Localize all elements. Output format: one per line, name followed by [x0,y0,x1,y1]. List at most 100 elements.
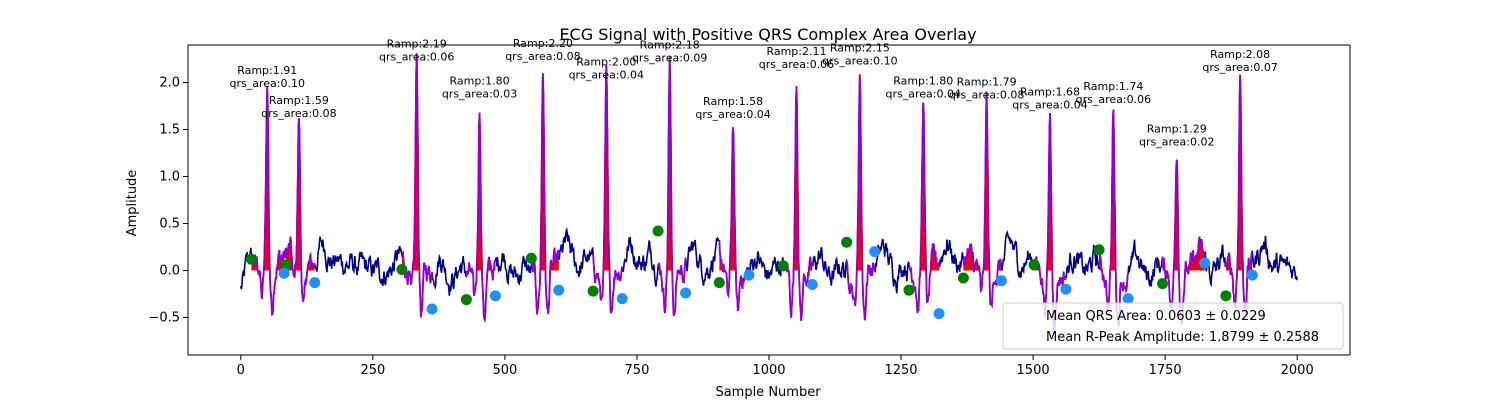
qrs-onset-marker [713,277,725,289]
qrs-area-label: qrs_area:0.06 [759,58,834,71]
x-tick-label: 1750 [1149,363,1182,378]
qrs-segment [401,53,433,318]
qrs-onset-marker [245,253,257,265]
legend-entry-rpeak-amplitude: Mean R-Peak Amplitude: 1.8799 ± 0.2588 [1046,330,1319,345]
qrs-area-label: qrs_area:0.10 [229,77,304,90]
qrs-offset-marker [309,277,321,289]
rpeak-amplitude-label: Ramp:1.91 [237,64,297,77]
x-tick-label: 2000 [1281,363,1314,378]
qrs-area-label: qrs_area:0.07 [1202,61,1277,74]
qrs-offset-marker [1122,293,1134,305]
qrs-onset-marker [1028,259,1040,271]
qrs-offset-marker [933,308,945,320]
qrs-area-fill [1034,113,1066,271]
qrs-area-label: qrs_area:0.04 [695,108,770,121]
qrs-segment [592,64,624,314]
qrs-onset-marker [1220,290,1232,302]
qrs-offset-marker [616,293,628,305]
qrs-offset-marker [1060,283,1072,295]
x-tick-label: 0 [237,363,245,378]
qrs-segment [1225,74,1253,315]
y-tick-label: 0.0 [159,263,180,278]
qrs-area-fill [401,53,433,271]
qrs-area-label: qrs_area:0.04 [885,87,960,100]
y-tick-label: 1.0 [159,170,180,185]
qrs-area-label: qrs_area:0.04 [1012,99,1087,112]
qrs-area-fill [1099,109,1129,271]
qrs-offset-marker [553,284,565,296]
qrs-segment [284,118,316,302]
qrs-area-label: qrs_area:0.08 [261,107,336,120]
qrs-offset-marker [743,269,755,281]
qrs-onset-marker [903,284,915,296]
qrs-segment [1161,159,1206,325]
qrs-offset-marker [489,290,501,302]
qrs-area-fill [963,91,1002,271]
qrs-area-label: qrs_area:0.08 [505,50,580,63]
legend: Mean QRS Area: 0.0603 ± 0.0229 Mean R-Pe… [1002,302,1344,350]
rpeak-amplitude-label: Ramp:1.68 [1020,86,1080,99]
axes-layer: 0 250 500 750 1000 1250 1500 1750 2000 −0.5 0.0 0.5… [148,44,1351,378]
chart-title: ECG Signal with Positive QRS Complex Are… [559,25,976,44]
qrs-onset-marker [1093,244,1105,256]
rpeak-amplitude-label: Ramp:1.79 [957,75,1017,88]
qrs-segment [962,91,1003,309]
rpeak-amplitude-label: Ramp:1.74 [1083,80,1143,93]
rpeak-amplitude-label: Ramp:1.80 [893,74,953,87]
legend-box [1002,302,1344,350]
rpeak-amplitude-label: Ramp:2.11 [766,45,826,58]
qrs-onset-marker [841,236,853,248]
qrs-offset-marker [426,303,438,315]
qrs-area-label: qrs_area:0.03 [442,87,517,100]
qrs-offset-marker [278,267,290,279]
x-tick-label: 1250 [884,363,917,378]
qrs-onset-marker [525,252,537,264]
legend-entry-qrs-area: Mean QRS Area: 0.0603 ± 0.0229 [1046,309,1266,324]
qrs-area-label: qrs_area:0.06 [1076,93,1151,106]
y-tick-label: 1.5 [159,123,180,138]
qrs-offset-marker [869,246,881,258]
qrs-onset-marker [280,259,292,271]
qrs-area-label: qrs_area:0.02 [1139,135,1214,148]
rpeak-amplitude-label: Ramp:1.59 [269,94,329,107]
qrs-segment [718,127,750,312]
rpeak-amplitude-label: Ramp:2.20 [513,37,573,50]
x-axis-title: Sample Number [715,385,821,400]
qrs-area-label: qrs_area:0.10 [822,54,897,67]
qrs-offset-marker [680,287,692,299]
qrs-onset-marker [652,225,664,237]
rpeak-amplitude-label: Ramp:1.80 [450,74,510,87]
y-tick-label: −0.5 [148,310,180,325]
qrs-area-label: qrs_area:0.09 [632,52,707,65]
x-tick-label: 1500 [1017,363,1050,378]
plot-layer: Ramp:1.91qrs_area:0.10Ramp:1.59qrs_area:… [229,37,1298,334]
qrs-area-label: qrs_area:0.04 [569,69,644,82]
rpeak-amplitude-label: Ramp:2.19 [387,38,447,51]
qrs-segment [908,102,940,314]
y-axis-title: Amplitude [125,170,140,237]
qrs-onset-marker [957,272,969,284]
rpeak-amplitude-label: Ramp:2.08 [1210,48,1270,61]
qrs-segment [845,74,876,321]
rpeak-amplitude-label: Ramp:2.00 [576,56,636,69]
x-tick-label: 500 [492,363,517,378]
qrs-offset-marker [806,279,818,291]
x-tick-label: 250 [360,363,385,378]
rpeak-amplitude-label: Ramp:1.58 [703,95,763,108]
x-tick-label: 1000 [752,363,785,378]
qrs-segment [1098,109,1130,329]
qrs-onset-marker [396,264,408,276]
qrs-onset-marker [1156,278,1168,290]
qrs-onset-marker [587,285,599,297]
y-tick-label: 2.0 [159,76,180,91]
y-tick-label: 0.5 [159,216,180,231]
qrs-segment [657,56,687,316]
qrs-segment [465,112,497,324]
qrs-area-label: qrs_area:0.08 [949,88,1024,101]
qrs-onset-marker [777,260,789,272]
x-tick-label: 750 [625,363,650,378]
qrs-area-label: qrs_area:0.06 [379,51,454,64]
qrs-segment [530,73,560,315]
